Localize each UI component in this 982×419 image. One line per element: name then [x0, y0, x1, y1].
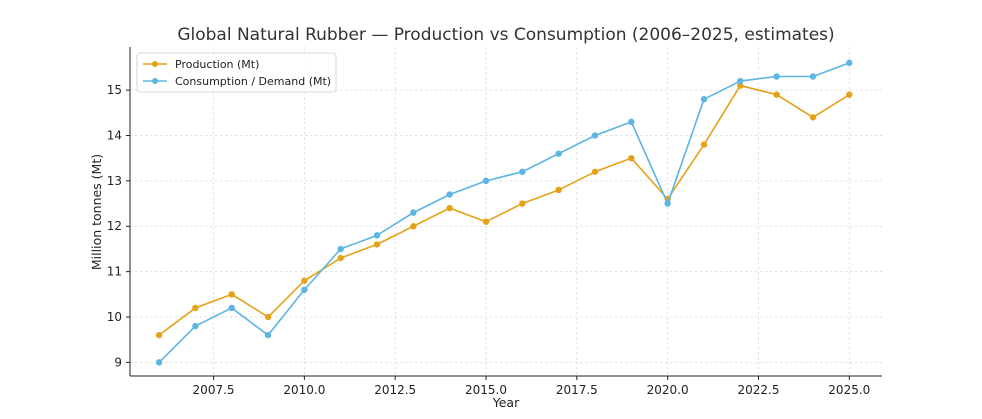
- series-layer: [155, 59, 853, 366]
- y-tick-label: 11: [107, 265, 122, 279]
- data-point: [337, 254, 344, 262]
- data-point: [373, 232, 381, 239]
- y-tick-label: 14: [107, 128, 122, 142]
- axes: 2007.5 2010.0 2012.5 2015.0 2017.5 2020.0 2022…: [107, 47, 882, 397]
- data-point: [737, 77, 744, 85]
- series-production: [155, 82, 853, 339]
- data-point: [155, 331, 163, 339]
- data-point: [519, 168, 526, 175]
- y-axis-label: Million tonnes (Mt): [89, 154, 104, 270]
- data-point: [192, 304, 199, 312]
- data-point: [591, 132, 599, 139]
- data-point: [700, 141, 708, 148]
- legend-label: Production (Mt): [175, 58, 259, 71]
- data-point: [846, 91, 853, 98]
- x-tick-label: 2020.0: [647, 383, 689, 397]
- y-tick-label: 15: [107, 83, 122, 97]
- data-point: [264, 331, 272, 339]
- data-point: [628, 118, 635, 126]
- x-tick-label: 2017.5: [556, 383, 598, 397]
- data-point: [373, 241, 381, 248]
- y-tick-label: 10: [107, 310, 122, 324]
- data-point: [519, 200, 526, 207]
- data-point: [628, 154, 635, 162]
- legend-item: Consumption / Demand (Mt): [143, 75, 331, 88]
- data-point: [555, 150, 562, 157]
- x-tick-label: 2025.0: [828, 383, 870, 397]
- data-point: [155, 359, 163, 366]
- x-tick-label: 2007.5: [193, 383, 235, 397]
- data-point: [228, 304, 235, 312]
- legend-swatch-marker: [152, 78, 158, 84]
- data-point: [773, 91, 780, 98]
- data-point: [809, 73, 817, 80]
- data-point: [446, 204, 453, 212]
- legend: Production (Mt) Consumption / Demand (Mt): [136, 52, 337, 93]
- series-line: [158, 62, 850, 363]
- data-point: [737, 82, 744, 89]
- data-point: [301, 277, 308, 284]
- data-point: [337, 245, 344, 253]
- data-point: [410, 209, 417, 216]
- x-tick-label: 2015.0: [465, 383, 507, 397]
- x-axis-label: Year: [492, 395, 520, 410]
- data-point: [700, 95, 708, 103]
- x-tick-label: 2022.5: [737, 383, 779, 397]
- data-point: [446, 191, 453, 198]
- y-tick-label: 12: [107, 219, 122, 233]
- data-point: [410, 223, 417, 230]
- data-point: [664, 200, 671, 207]
- data-point: [809, 114, 817, 121]
- y-tick-label: 9: [114, 355, 122, 369]
- data-point: [555, 186, 562, 194]
- data-point: [846, 59, 853, 67]
- data-point: [591, 168, 599, 175]
- data-point: [773, 73, 780, 80]
- data-point: [192, 322, 199, 330]
- data-point: [482, 177, 490, 185]
- series-line: [158, 84, 850, 336]
- chart-title: Global Natural Rubber — Production vs Co…: [177, 25, 834, 45]
- x-tick-label: 2012.5: [374, 383, 416, 397]
- legend-label: Consumption / Demand (Mt): [175, 75, 331, 88]
- legend-frame: [136, 52, 337, 93]
- legend-item: Production (Mt): [143, 58, 259, 71]
- y-tick-label: 13: [107, 174, 122, 188]
- data-point: [264, 313, 272, 321]
- x-tick-label: 2010.0: [283, 383, 325, 397]
- data-point: [228, 291, 235, 298]
- series-consumption: [155, 59, 853, 366]
- data-point: [301, 286, 308, 293]
- data-point: [482, 218, 490, 225]
- legend-swatch-marker: [152, 61, 158, 67]
